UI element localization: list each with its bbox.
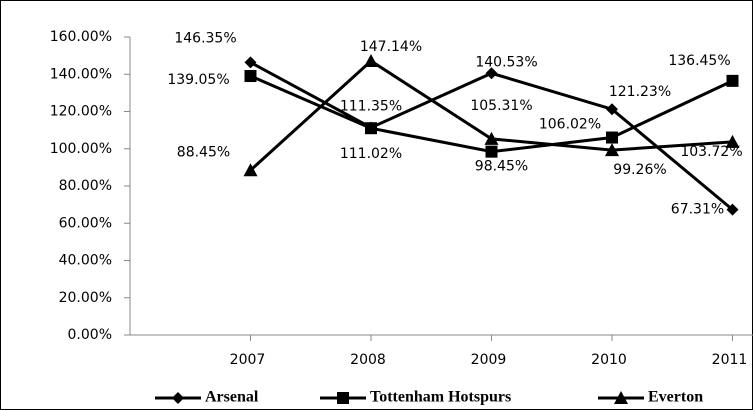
marker <box>484 131 499 145</box>
legend-marker <box>337 392 349 404</box>
marker <box>605 143 619 157</box>
data-label: 140.53% <box>475 54 537 70</box>
data-label: 139.05% <box>167 72 229 88</box>
marker <box>244 70 257 83</box>
data-label: 67.31% <box>671 202 724 218</box>
legend-marker <box>614 391 628 404</box>
legend-label: Arsenal <box>205 389 259 406</box>
y-tick-label: 20.00% <box>59 290 112 306</box>
legend-marker <box>172 392 184 404</box>
data-label: 146.35% <box>174 30 236 46</box>
legend-label: Everton <box>648 389 703 406</box>
marker <box>243 163 258 177</box>
marker <box>485 145 498 158</box>
data-label: 147.14% <box>360 39 422 55</box>
y-tick-label: 100.00% <box>50 141 112 157</box>
legend-label: Tottenham Hotspurs <box>370 389 511 406</box>
x-tick-label: 2008 <box>350 352 386 368</box>
data-label: 98.45% <box>475 159 528 175</box>
data-label: 88.45% <box>177 144 230 160</box>
marker <box>726 74 739 87</box>
x-tick-label: 2011 <box>712 352 748 368</box>
data-label: 105.31% <box>470 98 532 114</box>
marker <box>485 67 498 80</box>
data-label: 103.72% <box>680 144 742 160</box>
x-tick-label: 2007 <box>230 352 266 368</box>
marker <box>364 53 378 67</box>
y-tick-label: 40.00% <box>59 253 112 269</box>
marker <box>244 56 257 69</box>
marker <box>725 134 740 148</box>
data-label: 121.23% <box>609 84 671 100</box>
marker <box>606 103 618 116</box>
y-tick-label: 60.00% <box>59 215 112 231</box>
data-label: 106.02% <box>539 117 601 133</box>
y-tick-label: 160.00% <box>50 29 112 45</box>
data-label: 99.26% <box>613 162 666 178</box>
data-label: 136.45% <box>668 53 730 69</box>
marker <box>606 131 618 144</box>
y-tick-label: 0.00% <box>68 327 112 343</box>
marker <box>365 122 377 135</box>
x-tick-label: 2010 <box>591 352 627 368</box>
data-label: 111.02% <box>340 146 402 162</box>
y-tick-label: 140.00% <box>50 66 112 82</box>
data-label: 111.35% <box>340 99 402 115</box>
y-tick-label: 80.00% <box>59 178 112 194</box>
marker <box>726 203 739 216</box>
y-tick-label: 120.00% <box>50 104 112 120</box>
x-tick-label: 2009 <box>471 352 507 368</box>
